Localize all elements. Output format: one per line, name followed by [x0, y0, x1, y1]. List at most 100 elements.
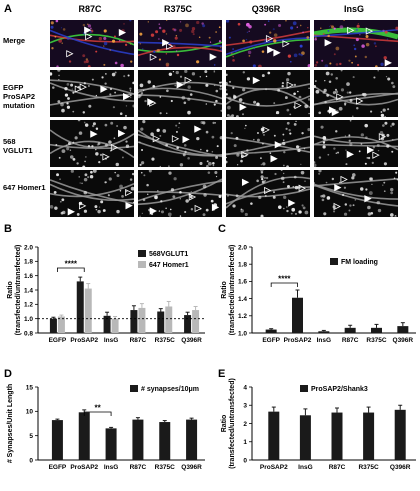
bar: [186, 419, 198, 460]
open-arrowhead-icon: [265, 34, 274, 43]
y-tick-label: 10: [26, 409, 34, 416]
open-arrowhead-icon: [378, 133, 387, 141]
x-tick-label: ProSAP2: [284, 337, 312, 344]
y-tick-label: 1.6: [24, 273, 33, 280]
filled-arrowhead-icon: [182, 135, 190, 144]
bar: [78, 412, 90, 460]
open-arrowhead-icon: [79, 83, 87, 91]
micrograph-tile: [50, 170, 134, 217]
filled-arrowhead-icon: [84, 26, 92, 34]
significance-label: ****: [65, 260, 78, 269]
bar: [318, 331, 330, 333]
y-tick-label: 1.8: [238, 262, 247, 269]
significance-label: **: [95, 404, 102, 413]
filled-arrowhead-icon: [384, 59, 392, 67]
open-arrowhead-icon: [110, 143, 119, 152]
open-arrowhead-icon: [241, 151, 249, 159]
x-tick-label: InsG: [317, 337, 331, 344]
filled-arrowhead-icon: [267, 46, 275, 54]
y-axis-label: (transfected/untransfected): [15, 245, 22, 336]
open-arrowhead-icon: [149, 99, 157, 107]
y-tick-label: 15: [26, 384, 34, 391]
y-tick-label: 0: [29, 457, 33, 464]
filled-arrowhead-icon: [334, 183, 342, 192]
panel-c-letter: C: [218, 223, 226, 235]
x-tick-label: Q396R: [390, 464, 411, 471]
open-arrowhead-icon: [166, 42, 174, 50]
legend-label: FM loading: [341, 259, 378, 266]
open-arrowhead-icon: [333, 202, 341, 211]
bar: [331, 412, 343, 460]
x-tick-label: R375C: [366, 337, 387, 344]
y-tick-label: 0: [243, 457, 247, 464]
y-tick-label: 2.0: [238, 244, 247, 251]
x-tick-label: EGFP: [262, 337, 280, 344]
panel-d-letter: D: [4, 368, 12, 380]
open-arrowhead-icon: [85, 32, 93, 41]
x-tick-label: R87C: [130, 464, 147, 471]
x-tick-label: InsG: [298, 464, 312, 471]
open-arrowhead-icon: [282, 40, 290, 48]
bar: [105, 428, 117, 460]
x-tick-label: ProSAP2: [70, 337, 98, 344]
filled-arrowhead-icon: [346, 150, 354, 159]
legend-swatch: [138, 261, 146, 268]
open-arrowhead-icon: [171, 135, 180, 143]
open-arrowhead-icon: [188, 193, 197, 201]
y-tick-label: 1.0: [24, 316, 33, 323]
filled-arrowhead-icon: [162, 39, 170, 47]
y-tick-label: 2.0: [24, 244, 33, 251]
filled-arrowhead-icon: [90, 130, 98, 138]
significance-label: ****: [278, 275, 291, 284]
significance-bracket: [83, 411, 112, 416]
filled-arrowhead-icon: [241, 178, 250, 186]
bar: [157, 311, 165, 333]
micrograph-tile: [50, 20, 134, 67]
micrograph-tile: [138, 20, 222, 67]
row-label-vglut1: 568 VGLUT1: [3, 137, 33, 155]
filled-arrowhead-icon: [118, 129, 126, 138]
open-arrowhead-icon: [78, 202, 87, 210]
y-tick-label: 1.4: [24, 287, 33, 294]
x-tick-label: R375C: [358, 464, 379, 471]
bar: [165, 306, 173, 333]
filled-arrowhead-icon: [252, 76, 261, 85]
panel-a-letter: A: [4, 3, 12, 15]
bar: [49, 318, 57, 333]
y-tick-label: 3: [243, 403, 247, 410]
x-tick-label: R87C: [130, 337, 147, 344]
bar: [84, 288, 92, 333]
filled-arrowhead-icon: [288, 199, 296, 207]
bar: [57, 316, 65, 333]
y-tick-label: 0.8: [24, 330, 33, 337]
x-tick-label: Q396R: [181, 337, 202, 344]
bar: [397, 326, 409, 333]
filled-arrowhead-icon: [123, 92, 131, 101]
y-axis-label: Ratio: [221, 415, 228, 433]
micrograph-tile: [226, 70, 310, 117]
x-tick-label: R375C: [155, 337, 176, 344]
y-tick-label: 4: [243, 384, 247, 391]
open-arrowhead-icon: [152, 135, 161, 143]
bar: [363, 412, 375, 460]
bar: [76, 281, 84, 333]
legend-label: 647 Homer1: [149, 262, 189, 269]
x-tick-label: ProSAP2: [260, 464, 288, 471]
micrograph-tile: [226, 170, 310, 217]
bar: [103, 315, 111, 333]
open-arrowhead-icon: [194, 204, 202, 213]
row-label-merge: Merge: [3, 36, 26, 45]
open-arrowhead-icon: [336, 93, 344, 101]
filled-arrowhead-icon: [274, 141, 283, 149]
open-arrowhead-icon: [264, 186, 272, 195]
bar: [371, 327, 382, 333]
y-tick-label: 1: [243, 439, 247, 446]
y-tick-label: 1.0: [238, 330, 247, 337]
micrograph-tile: [314, 120, 398, 167]
open-arrowhead-icon: [294, 101, 302, 110]
legend-swatch: [130, 385, 138, 392]
x-tick-label: EGFP: [49, 337, 67, 344]
y-axis-label: (transfected/untransfected): [229, 245, 236, 336]
y-axis-label: # Synapses/Unit Length: [7, 384, 14, 463]
micrograph-tile: [314, 70, 398, 117]
